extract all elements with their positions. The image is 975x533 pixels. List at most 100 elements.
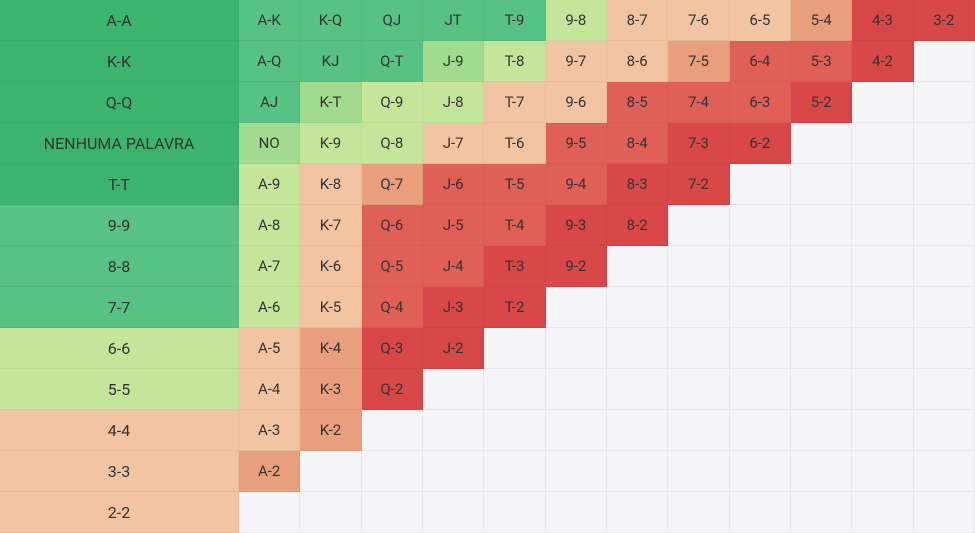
empty-cell — [730, 369, 791, 410]
empty-cell — [730, 328, 791, 369]
hand-cell: K-7 — [300, 205, 361, 246]
empty-cell — [791, 246, 852, 287]
empty-cell — [607, 492, 668, 533]
empty-cell — [300, 451, 361, 492]
hand-cell: A-K — [239, 0, 300, 41]
hand-cell: T-4 — [484, 205, 545, 246]
hand-cell: 5-5 — [0, 369, 239, 410]
hand-cell: 9-7 — [546, 41, 607, 82]
hand-cell: AJ — [239, 82, 300, 123]
empty-cell — [852, 123, 913, 164]
hand-cell: Q-2 — [362, 369, 423, 410]
hand-cell: 9-2 — [546, 246, 607, 287]
hand-cell: Q-4 — [362, 287, 423, 328]
empty-cell — [484, 451, 545, 492]
hand-cell: 8-6 — [607, 41, 668, 82]
hand-cell: 9-6 — [546, 82, 607, 123]
hand-cell: K-Q — [300, 0, 361, 41]
hand-cell: 5-3 — [791, 41, 852, 82]
empty-cell — [852, 82, 913, 123]
hand-cell: T-6 — [484, 123, 545, 164]
empty-cell — [730, 287, 791, 328]
hand-cell: 8-8 — [0, 246, 239, 287]
empty-cell — [423, 492, 484, 533]
empty-cell — [852, 205, 913, 246]
hand-cell: J-5 — [423, 205, 484, 246]
hand-cell: 7-3 — [668, 123, 729, 164]
hand-cell: K-T — [300, 82, 361, 123]
empty-cell — [914, 410, 975, 451]
empty-cell — [914, 205, 975, 246]
hand-cell: 6-5 — [730, 0, 791, 41]
chart-row: NENHUMA PALAVRANOK-9Q-8J-7T-69-58-47-36-… — [0, 123, 975, 164]
hand-cell: A-9 — [239, 164, 300, 205]
hand-cell: K-8 — [300, 164, 361, 205]
hand-cell: 3-3 — [0, 451, 239, 492]
hand-cell: 8-5 — [607, 82, 668, 123]
hand-cell: A-8 — [239, 205, 300, 246]
empty-cell — [914, 164, 975, 205]
empty-cell — [852, 410, 913, 451]
empty-cell — [730, 164, 791, 205]
hand-cell: T-8 — [484, 41, 545, 82]
hand-cell: J-7 — [423, 123, 484, 164]
empty-cell — [423, 410, 484, 451]
hand-cell: 3-2 — [914, 0, 975, 41]
empty-cell — [484, 492, 545, 533]
empty-cell — [791, 205, 852, 246]
chart-row: Q-QAJK-TQ-9J-8T-79-68-57-46-35-2 — [0, 82, 975, 123]
empty-cell — [914, 287, 975, 328]
hand-cell: Q-9 — [362, 82, 423, 123]
hand-cell: A-6 — [239, 287, 300, 328]
hand-cell: K-2 — [300, 410, 361, 451]
hand-cell: 7-4 — [668, 82, 729, 123]
empty-cell — [914, 451, 975, 492]
empty-cell — [791, 164, 852, 205]
empty-cell — [668, 492, 729, 533]
empty-cell — [546, 287, 607, 328]
hand-cell: A-Q — [239, 41, 300, 82]
empty-cell — [914, 123, 975, 164]
hand-cell: T-3 — [484, 246, 545, 287]
hand-cell: J-4 — [423, 246, 484, 287]
empty-cell — [914, 246, 975, 287]
empty-cell — [668, 410, 729, 451]
empty-cell — [668, 369, 729, 410]
chart-row: 7-7A-6K-5Q-4J-3T-2 — [0, 287, 975, 328]
hand-cell: 9-3 — [546, 205, 607, 246]
empty-cell — [852, 246, 913, 287]
hand-cell: 7-7 — [0, 287, 239, 328]
chart-row: K-KA-QKJQ-TJ-9T-89-78-67-56-45-34-2 — [0, 41, 975, 82]
hand-cell: J-6 — [423, 164, 484, 205]
hand-cell: Q-7 — [362, 164, 423, 205]
hand-cell: 4-4 — [0, 410, 239, 451]
hand-cell: A-2 — [239, 451, 300, 492]
hand-cell: A-5 — [239, 328, 300, 369]
empty-cell — [852, 451, 913, 492]
hand-cell: K-4 — [300, 328, 361, 369]
empty-cell — [914, 492, 975, 533]
empty-cell — [668, 451, 729, 492]
hand-cell: A-7 — [239, 246, 300, 287]
hand-cell: T-7 — [484, 82, 545, 123]
empty-cell — [791, 123, 852, 164]
empty-cell — [484, 328, 545, 369]
empty-cell — [791, 410, 852, 451]
hand-cell: NENHUMA PALAVRA — [0, 123, 239, 164]
chart-row: 2-2 — [0, 492, 975, 533]
hand-cell: 2-2 — [0, 492, 239, 533]
empty-cell — [546, 410, 607, 451]
empty-cell — [546, 328, 607, 369]
hand-cell: 5-4 — [791, 0, 852, 41]
hand-cell: T-2 — [484, 287, 545, 328]
chart-row: 5-5A-4K-3Q-2 — [0, 369, 975, 410]
hand-cell: T-T — [0, 164, 239, 205]
empty-cell — [730, 492, 791, 533]
empty-cell — [362, 451, 423, 492]
empty-cell — [791, 492, 852, 533]
empty-cell — [852, 287, 913, 328]
empty-cell — [423, 369, 484, 410]
empty-cell — [914, 369, 975, 410]
hand-cell: 8-7 — [607, 0, 668, 41]
empty-cell — [239, 492, 300, 533]
